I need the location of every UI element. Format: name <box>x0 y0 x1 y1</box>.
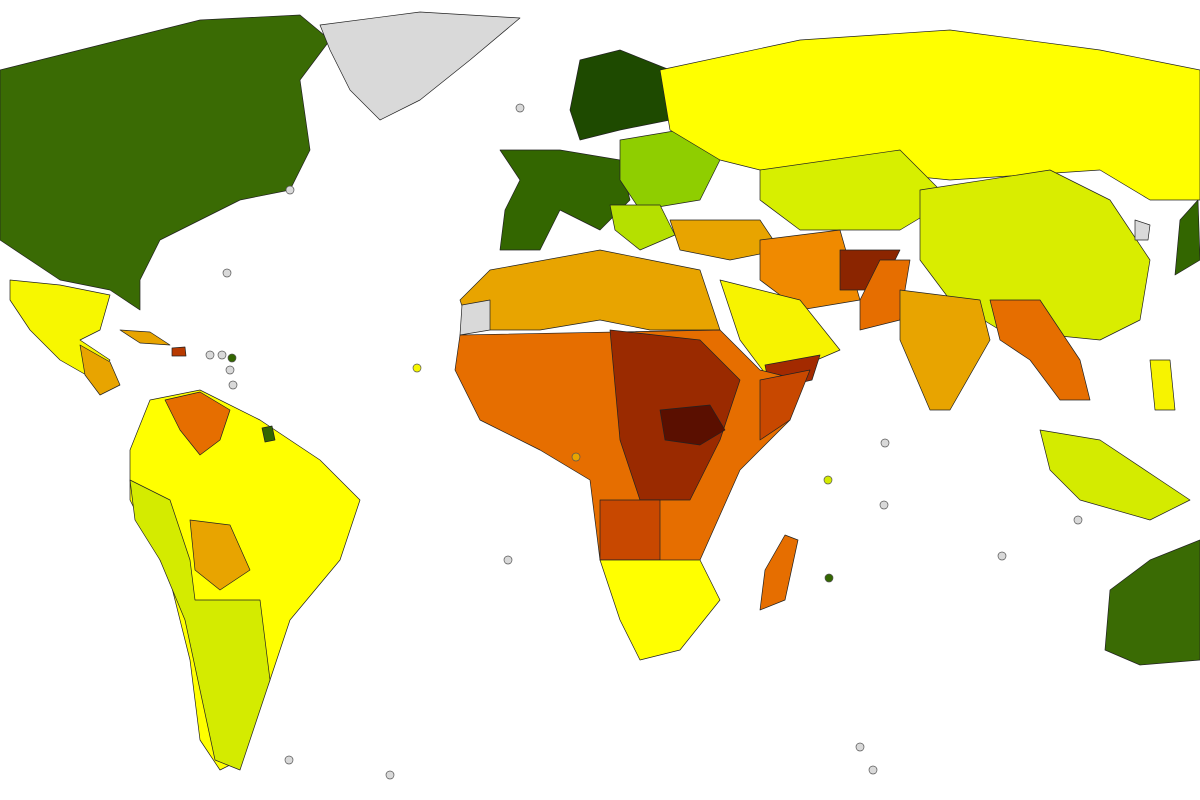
island <box>412 363 422 373</box>
southeast-asia <box>989 299 1091 401</box>
venezuela <box>164 391 231 456</box>
balkans <box>609 204 676 251</box>
japan <box>1174 199 1200 276</box>
island <box>284 755 294 765</box>
island <box>228 380 238 390</box>
western-sahara <box>459 299 491 336</box>
angola <box>599 499 661 561</box>
india <box>899 289 991 411</box>
western-europe <box>499 149 631 251</box>
island <box>880 438 890 448</box>
island <box>205 350 215 360</box>
island <box>217 350 227 360</box>
island <box>824 573 834 583</box>
peru-chile-argentina <box>129 479 271 771</box>
indonesia <box>1039 429 1191 521</box>
cuba <box>119 329 171 346</box>
island <box>571 452 581 462</box>
island <box>503 555 513 565</box>
iran <box>759 229 861 311</box>
central-america <box>79 344 121 396</box>
guiana <box>261 425 276 443</box>
korea <box>1134 219 1151 241</box>
island <box>868 765 878 775</box>
australia <box>1104 539 1200 666</box>
island <box>385 770 395 780</box>
island <box>285 185 295 195</box>
philippines <box>1149 359 1176 411</box>
russia <box>659 29 1200 201</box>
turkey <box>669 219 781 261</box>
island <box>997 551 1007 561</box>
island <box>855 742 865 752</box>
south-sudan <box>659 404 726 446</box>
island <box>879 500 889 510</box>
island <box>515 103 525 113</box>
madagascar <box>759 534 799 611</box>
southern-africa <box>599 559 721 661</box>
china <box>919 169 1151 341</box>
island <box>823 475 833 485</box>
island <box>1073 515 1083 525</box>
greenland <box>319 11 521 121</box>
central-asia <box>759 149 951 231</box>
bolivia <box>189 519 251 591</box>
island <box>225 365 235 375</box>
canada-usa <box>0 14 331 311</box>
island <box>222 268 232 278</box>
scandinavia <box>569 49 671 141</box>
pakistan <box>859 259 911 331</box>
haiti <box>171 346 187 357</box>
island <box>227 353 237 363</box>
horn-of-africa <box>759 369 811 441</box>
